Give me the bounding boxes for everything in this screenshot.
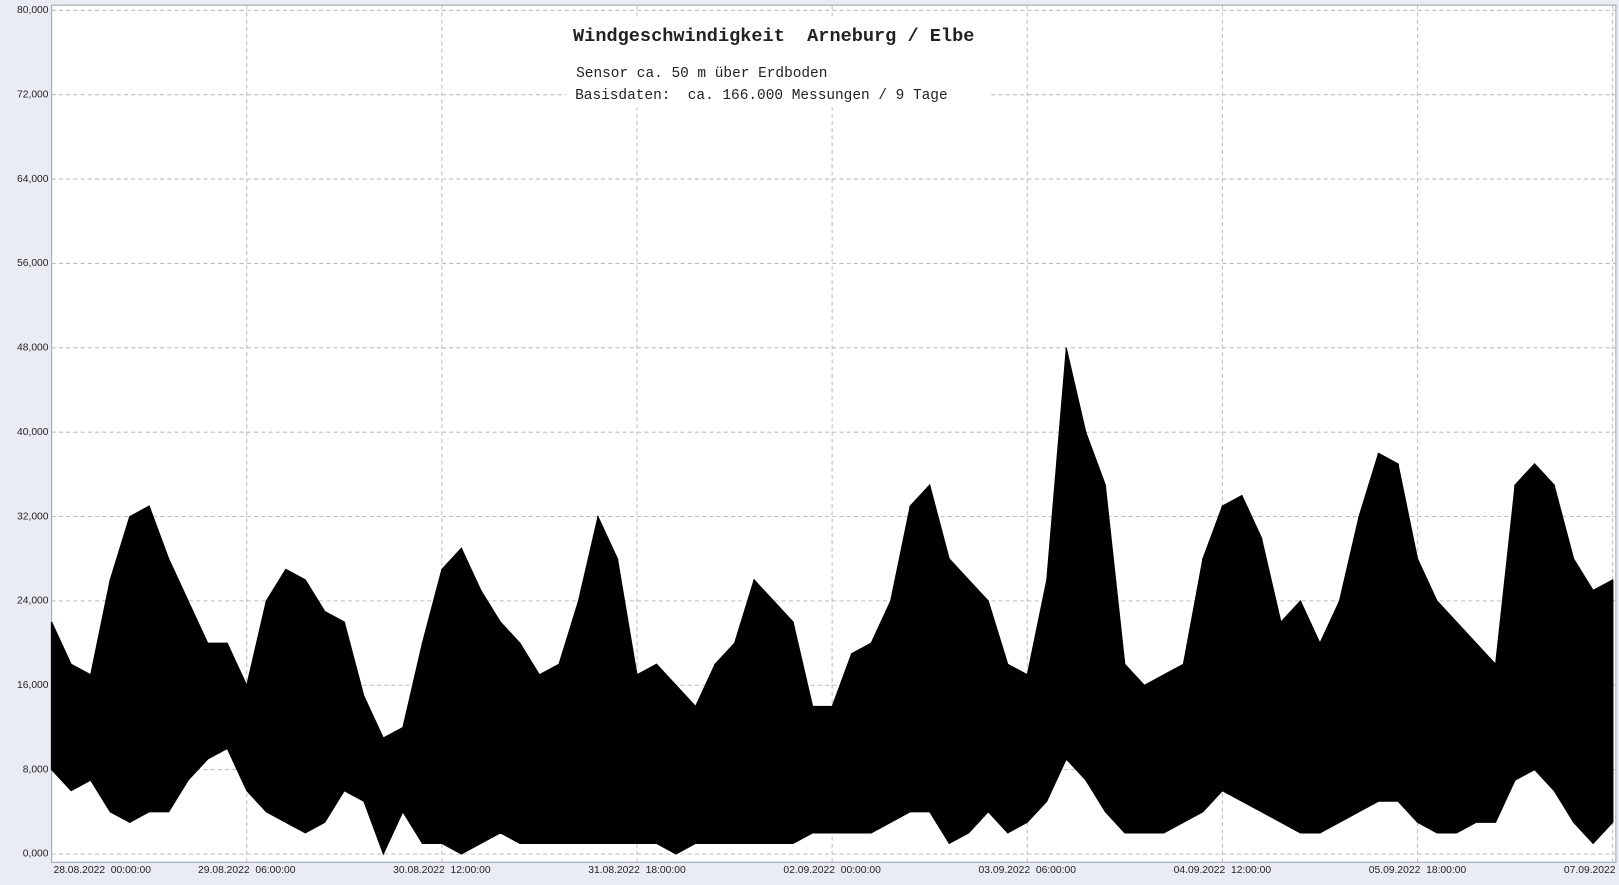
chart-title: Windgeschwindigkeit Arneburg / Elbe [573,26,974,47]
title-box [565,18,990,108]
y-tick-label: 80,000 [17,5,49,16]
y-tick-label: 8,000 [23,764,49,775]
x-tick-label: 31.08.2022 18:00:00 [588,865,686,876]
x-tick-label: 02.09.2022 00:00:00 [783,865,881,876]
y-tick-label: 40,000 [17,427,49,438]
y-tick-label: 0,000 [23,849,49,860]
subtitle: Basisdaten: ca. 166.000 Messungen / 9 Ta… [575,88,948,104]
x-tick-label: 29.08.2022 06:00:00 [198,865,296,876]
subtitle: Sensor ca. 50 m über Erdboden [576,66,827,82]
y-tick-label: 16,000 [17,680,49,691]
y-tick-label: 56,000 [17,258,49,269]
y-tick-label: 24,000 [17,596,49,607]
y-tick-label: 48,000 [17,343,49,354]
y-tick-label: 72,000 [17,89,49,100]
x-tick-label: 05.09.2022 18:00:00 [1369,865,1467,876]
y-tick-label: 32,000 [17,511,49,522]
x-tick-label: 07.09.2022 00:00:00 [1564,865,1619,876]
x-tick-label: 30.08.2022 12:00:00 [393,865,491,876]
x-tick-label: 03.09.2022 06:00:00 [979,865,1077,876]
x-tick-label: 28.08.2022 00:00:00 [53,865,151,876]
x-tick-label: 04.09.2022 12:00:00 [1174,865,1272,876]
y-tick-label: 64,000 [17,174,49,185]
